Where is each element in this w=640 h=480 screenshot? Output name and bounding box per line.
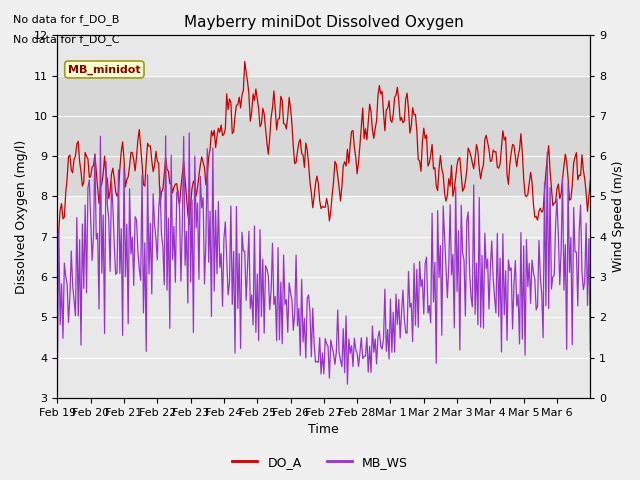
X-axis label: Time: Time [308,423,339,436]
Text: MB_minidot: MB_minidot [68,64,141,74]
Text: No data for f_DO_B: No data for f_DO_B [13,14,119,25]
Bar [58,76,590,196]
Title: Mayberry miniDot Dissolved Oxygen: Mayberry miniDot Dissolved Oxygen [184,15,464,30]
Y-axis label: Dissolved Oxygen (mg/l): Dissolved Oxygen (mg/l) [15,140,28,294]
Y-axis label: Wind Speed (m/s): Wind Speed (m/s) [612,161,625,272]
Legend: DO_A, MB_WS: DO_A, MB_WS [227,451,413,474]
Text: No data for f_DO_C: No data for f_DO_C [13,34,119,45]
